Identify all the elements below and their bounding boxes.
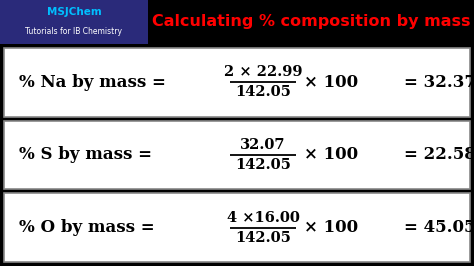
- Text: = 22.58%: = 22.58%: [404, 147, 474, 163]
- Bar: [4, 193, 470, 262]
- Text: 142.05: 142.05: [235, 158, 291, 172]
- Text: % Na by mass =: % Na by mass =: [18, 74, 165, 91]
- Text: 32.07: 32.07: [240, 138, 286, 152]
- Text: % O by mass =: % O by mass =: [18, 219, 154, 236]
- Bar: [0, 0, 148, 44]
- Text: 142.05: 142.05: [235, 85, 291, 99]
- Text: Calculating % composition by mass: Calculating % composition by mass: [152, 14, 470, 30]
- Text: 142.05: 142.05: [235, 231, 291, 245]
- Text: = 45.05%: = 45.05%: [404, 219, 474, 236]
- Text: = 32.37%: = 32.37%: [404, 74, 474, 91]
- Bar: [4, 120, 470, 189]
- Text: × 100: × 100: [304, 147, 358, 163]
- Text: Tutorials for IB Chemistry: Tutorials for IB Chemistry: [26, 27, 122, 36]
- Bar: [4, 48, 470, 117]
- Text: × 100: × 100: [304, 74, 358, 91]
- Text: 2 × 22.99: 2 × 22.99: [224, 65, 302, 79]
- Text: × 100: × 100: [304, 219, 358, 236]
- Text: MSJChem: MSJChem: [46, 7, 101, 17]
- Text: % S by mass =: % S by mass =: [18, 147, 152, 163]
- Text: 4 ×16.00: 4 ×16.00: [227, 211, 300, 225]
